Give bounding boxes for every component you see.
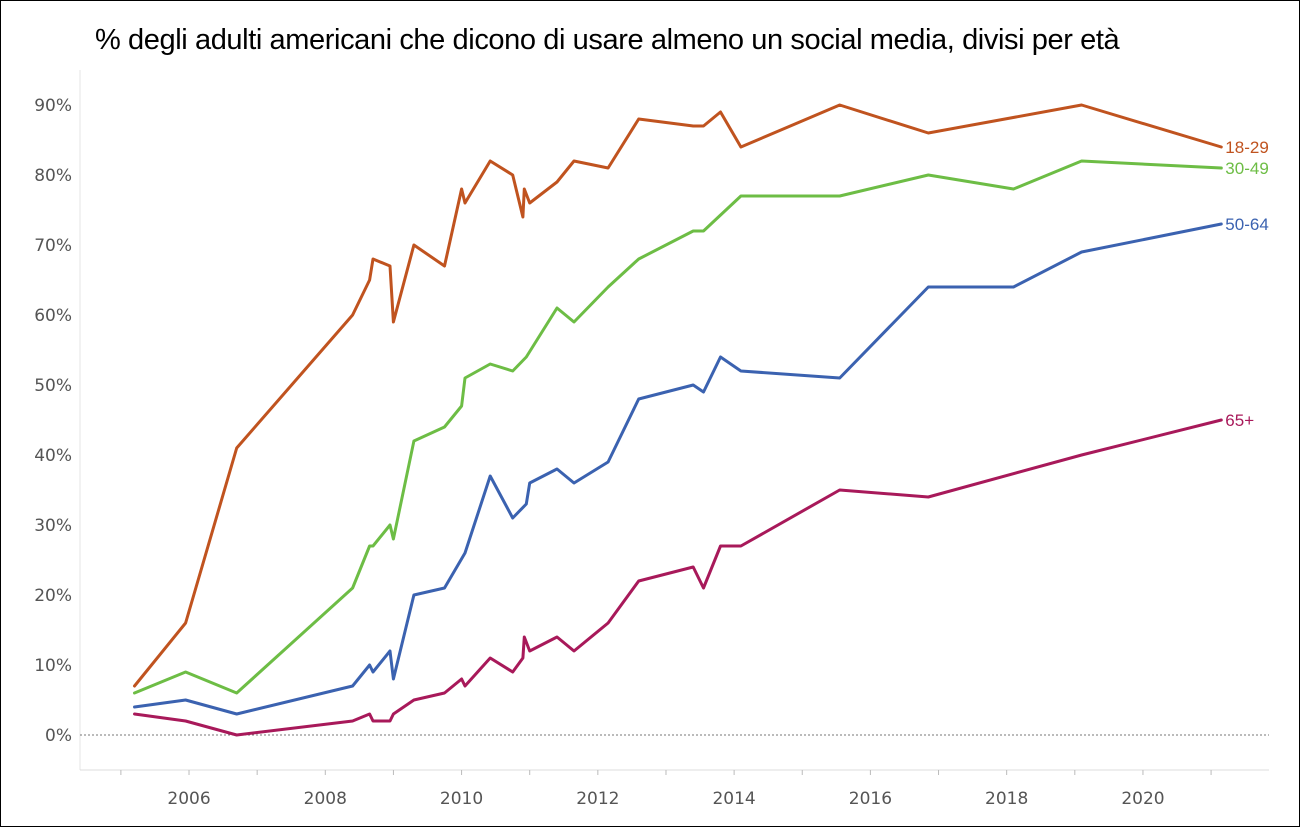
series-end-label: 65+ — [1225, 411, 1254, 430]
x-tick-label: 2012 — [576, 789, 619, 809]
y-tick-label: 50% — [34, 376, 72, 396]
y-tick-label: 70% — [34, 236, 72, 256]
y-tick-label: 80% — [34, 166, 72, 186]
x-tick-label: 2020 — [1121, 789, 1164, 809]
y-tick-label: 10% — [34, 656, 72, 676]
y-tick-label: 30% — [34, 516, 72, 536]
series-end-labels: 18-29 30-49 50-64 65+ — [1225, 138, 1268, 430]
x-tick-label: 2006 — [167, 789, 210, 809]
chart-title: % degli adulti americani che dicono di u… — [95, 24, 1120, 56]
y-tick-label: 20% — [34, 586, 72, 606]
x-tick-label: 2014 — [712, 789, 755, 809]
x-tick-label: 2018 — [985, 789, 1028, 809]
y-tick-label: 0% — [45, 726, 72, 746]
series-lines — [133, 103, 1223, 737]
x-tick-label: 2008 — [304, 789, 347, 809]
series-end-label: 50-64 — [1225, 215, 1268, 234]
series-line-50-64 — [133, 222, 1223, 716]
y-tick-label: 40% — [34, 446, 72, 466]
x-tick-label: 2010 — [440, 789, 483, 809]
series-end-label: 18-29 — [1225, 138, 1268, 157]
series-line-65+ — [133, 418, 1223, 737]
axes: 0% 10% 20% 30% 40% 50% 60% 70% 80% 90% 2006 2008 201… — [34, 70, 1269, 809]
y-tick-label: 60% — [34, 306, 72, 326]
y-tick-label: 90% — [34, 96, 72, 116]
series-end-label: 30-49 — [1225, 159, 1268, 178]
series-line-18-29 — [133, 103, 1223, 688]
series-line-30-49 — [133, 159, 1223, 695]
x-tick-label: 2016 — [849, 789, 892, 809]
